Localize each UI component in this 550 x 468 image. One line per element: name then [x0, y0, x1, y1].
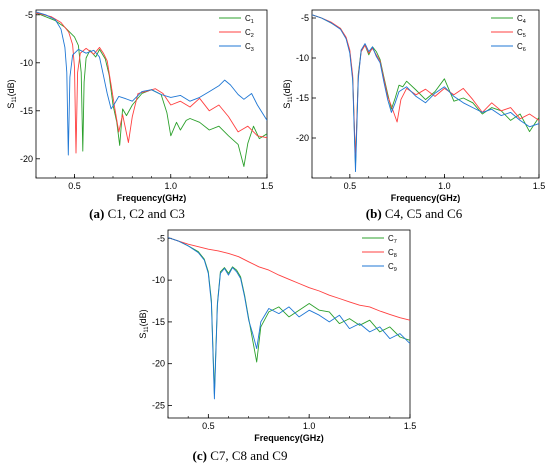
y-tick-label: -5	[25, 10, 33, 20]
legend-label-C4: C4	[517, 14, 526, 25]
label-base: S	[6, 103, 16, 109]
x-tick-label: 0.5	[344, 181, 357, 191]
figure-caption: (c) C7, C8 and C9	[193, 448, 288, 463]
label-base: C	[388, 234, 394, 243]
label-rest: (dB)	[138, 309, 148, 326]
x-tick-label: 1.0	[303, 421, 316, 431]
y-tick-label: -20	[20, 154, 33, 164]
label-subscript: 1	[251, 19, 254, 25]
label-base: C	[245, 42, 251, 51]
legend-label-C9: C9	[388, 262, 397, 273]
legend-label-C7: C7	[388, 234, 397, 245]
y-tick-label: -15	[152, 317, 165, 327]
caption-text: C1, C2 and C3	[108, 206, 185, 221]
legend-label-C3: C3	[245, 42, 254, 53]
caption-text: C7, C8 and C9	[210, 448, 287, 463]
legend-label-C2: C2	[245, 28, 254, 39]
y-tick-label: -10	[152, 275, 165, 285]
y-tick-label: -10	[296, 53, 309, 63]
caption-tag: (a)	[89, 206, 107, 221]
chart-panel-1: 0.5 1.0 1.5 -20 -15 -10 -5 Frequency(GHz) S11(dB…	[6, 9, 274, 221]
chart-panel-3: 0.5 1.0 1.5 -25 -20 -15 -10 -5 Frequency(GHz) S11…	[138, 229, 417, 463]
x-tick-label: 1.0	[438, 181, 451, 191]
figure-caption: (b) C4, C5 and C6	[366, 206, 463, 221]
x-tick-label: 0.5	[68, 181, 81, 191]
series-line-C1	[36, 12, 267, 167]
legend-label-C8: C8	[388, 248, 397, 259]
y-tick-label: -15	[20, 106, 33, 116]
label-base: S	[138, 333, 148, 339]
series-line-C6	[312, 14, 539, 173]
x-tick-label: 1.0	[164, 181, 177, 191]
caption-text: C4, C5 and C6	[385, 206, 463, 221]
label-subscript: 6	[523, 47, 526, 53]
y-tick-label: -5	[301, 13, 309, 23]
x-axis-label: Frequency(GHz)	[391, 193, 461, 203]
label-subscript: 3	[251, 47, 254, 53]
label-base: C	[245, 14, 251, 23]
y-tick-label: -10	[20, 58, 33, 68]
legend-label-C1: C1	[245, 14, 254, 25]
y-tick-label: -20	[296, 133, 309, 143]
series-line-C2	[36, 12, 267, 154]
series-line-C8	[168, 237, 410, 321]
y-tick-label: -25	[152, 400, 165, 410]
label-subscript: 11	[144, 326, 150, 333]
y-axis-label: S11(dB)	[138, 309, 150, 338]
label-subscript: 9	[394, 267, 397, 273]
series-line-C5	[312, 14, 539, 161]
label-subscript: 8	[394, 253, 397, 259]
y-tick-label: -5	[157, 233, 165, 243]
x-tick-label: 1.5	[533, 181, 546, 191]
label-rest: (dB)	[282, 79, 292, 96]
x-tick-label: 1.5	[261, 181, 274, 191]
x-tick-label: 0.5	[202, 421, 215, 431]
label-subscript: 7	[394, 239, 397, 245]
x-axis-label: Frequency(GHz)	[254, 433, 324, 443]
label-base: C	[388, 262, 394, 271]
y-tick-label: -20	[152, 359, 165, 369]
label-subscript: 11	[288, 96, 294, 103]
label-rest: (dB)	[6, 79, 16, 96]
series-line-C3	[36, 11, 267, 156]
label-subscript: 11	[12, 96, 18, 103]
legend-label-C6: C6	[517, 42, 526, 53]
label-base: C	[517, 28, 523, 37]
caption-tag: (c)	[193, 448, 211, 463]
label-base: C	[517, 42, 523, 51]
y-axis-label: S11(dB)	[282, 79, 294, 108]
plot-frame	[35, 9, 268, 179]
plot-frame	[311, 9, 540, 179]
label-base: C	[517, 14, 523, 23]
legend-label-C5: C5	[517, 28, 526, 39]
label-subscript: 2	[251, 33, 254, 39]
label-subscript: 5	[523, 33, 526, 39]
caption-tag: (b)	[366, 206, 385, 221]
label-base: S	[282, 103, 292, 109]
label-base: C	[245, 28, 251, 37]
y-axis-label: S11(dB)	[6, 79, 18, 108]
y-tick-label: -15	[296, 93, 309, 103]
label-base: C	[388, 248, 394, 257]
plot-frame	[167, 229, 411, 419]
figure-caption: (a) C1, C2 and C3	[89, 206, 185, 221]
chart-panel-2: 0.5 1.0 1.5 -20 -15 -10 -5 Frequency(GHz) S11(dB…	[282, 9, 546, 221]
x-tick-label: 1.5	[404, 421, 417, 431]
series-line-C9	[168, 237, 410, 400]
x-axis-label: Frequency(GHz)	[117, 193, 187, 203]
label-subscript: 4	[523, 19, 526, 25]
